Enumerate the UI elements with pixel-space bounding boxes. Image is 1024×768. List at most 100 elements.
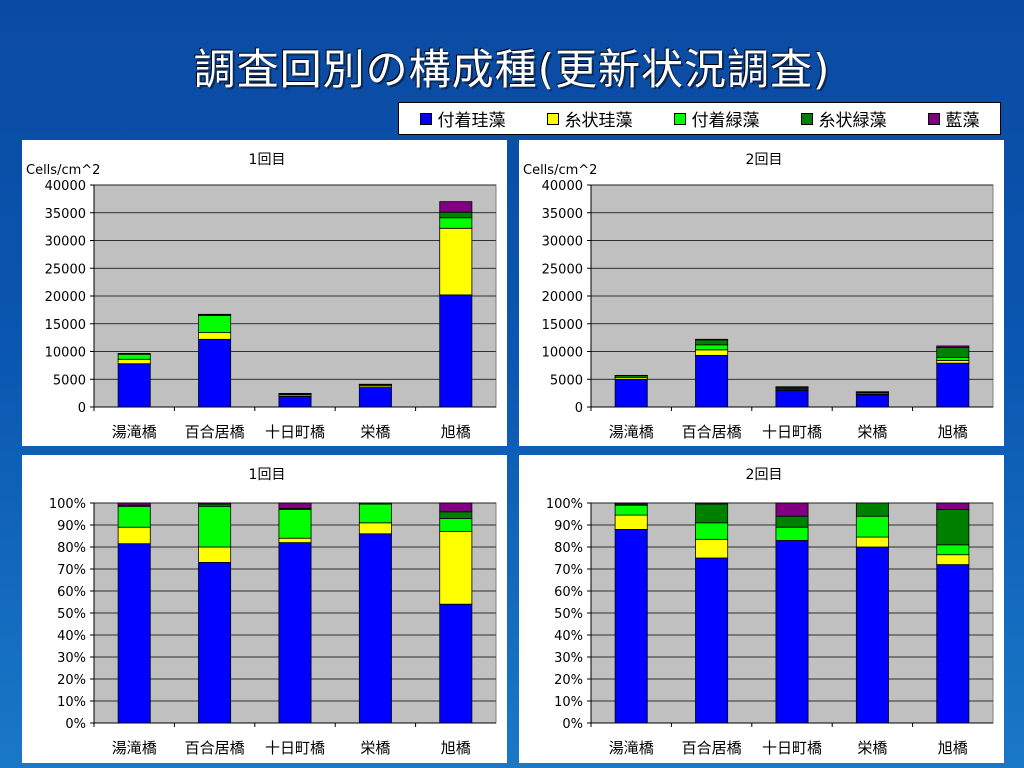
percent-chart-round1: 1回目 0% 10% 20% 30% 40% 50% 60% 70% 80% 90% 100% 湯滝橋 百…	[49, 467, 497, 757]
percent-chart-round2: 2回目 0% 10% 20% 30% 40% 50% 60% 70% 80% 90% 100% 湯滝橋 百…	[546, 467, 994, 757]
y-tick-label: 100%	[546, 497, 583, 512]
chart-panel-percent-round1: 1回目 0% 10% 20% 30% 40% 50% 60% 70% 80% 90% 100% 湯滝橋 百…	[22, 455, 507, 763]
bar-segment	[198, 315, 232, 334]
x-tick-label: 百合居橋	[682, 423, 742, 441]
bar-segment	[278, 537, 312, 543]
bar-segment	[439, 531, 473, 605]
bar-segment	[936, 362, 970, 408]
bar-segment	[117, 526, 151, 545]
bar-segment	[695, 354, 729, 408]
legend-item: 藍藻	[927, 106, 980, 131]
bar-segment	[695, 522, 729, 540]
bar-segment	[775, 515, 809, 528]
bar-segment	[198, 338, 232, 408]
bar-segment	[695, 338, 729, 341]
y-tick-label: 50%	[554, 607, 583, 622]
bar-segment	[614, 514, 648, 530]
bar-segment	[775, 502, 809, 517]
x-tick-label: 十日町橋	[762, 423, 822, 441]
legend-label: 付着珪藻	[437, 111, 506, 131]
bar-segment	[117, 353, 151, 355]
bar-segment	[936, 554, 970, 565]
bar-segment	[439, 511, 473, 519]
x-tick-label: 百合居橋	[185, 739, 245, 757]
bar-segment	[775, 386, 809, 389]
bar-segment	[198, 562, 232, 724]
legend-swatch	[927, 112, 940, 125]
bar-segment	[439, 603, 473, 724]
bar-segment	[775, 526, 809, 541]
y-tick-label: 10000	[542, 346, 583, 361]
y-tick-label: 40000	[542, 179, 583, 194]
y-tick-label: 30000	[542, 235, 583, 250]
legend-swatch	[673, 112, 686, 125]
legend-item: 付着緑藻	[673, 106, 760, 131]
y-tick-label: 35000	[542, 207, 583, 222]
bar-segment	[278, 509, 312, 539]
x-tick-label: 栄橋	[857, 423, 887, 441]
chart-panel-percent-round2: 2回目 0% 10% 20% 30% 40% 50% 60% 70% 80% 90% 100% 湯滝橋 百…	[519, 455, 1004, 763]
bar-segment	[695, 538, 729, 559]
chart-title: 1回目	[249, 152, 286, 168]
bar-segment	[695, 503, 729, 524]
y-tick-label: 40000	[45, 179, 86, 194]
bar-segment	[936, 357, 970, 361]
x-tick-label: 百合居橋	[682, 739, 742, 757]
bar-segment	[695, 344, 729, 351]
bar-segment	[855, 515, 889, 538]
bar-segment	[198, 332, 232, 340]
bar-segment	[439, 227, 473, 296]
count-chart-round1: 1回目 Cells/cm^2 0 5000 10000 15000 20000 25000 30…	[26, 152, 497, 441]
y-tick-label: 80%	[57, 541, 86, 556]
bar-segment	[936, 359, 970, 364]
bar-segment	[117, 363, 151, 408]
chart-legend: 付着珪藻 糸状珪藻 付着緑藻 糸状緑藻 藍藻	[398, 102, 1001, 135]
y-tick-label: 25000	[542, 262, 583, 277]
bar-segment	[117, 353, 151, 360]
chart-title: 1回目	[249, 467, 286, 483]
bar-segment	[198, 505, 232, 548]
y-tick-label: 0	[78, 401, 86, 416]
bar-segment	[695, 349, 729, 356]
x-tick-label: 十日町橋	[762, 739, 822, 757]
legend-label: 付着緑藻	[691, 111, 760, 131]
y-tick-label: 35000	[45, 207, 86, 222]
y-tick-label: 30%	[554, 651, 583, 666]
y-tick-label: 10%	[57, 695, 86, 710]
bar-segment	[358, 502, 392, 505]
x-tick-label: 栄橋	[360, 739, 390, 757]
bar-segment	[198, 546, 232, 563]
bar-segment	[439, 518, 473, 533]
bar-segment	[936, 345, 970, 349]
bar-segment	[936, 509, 970, 546]
legend-item: 糸状珪藻	[546, 106, 633, 131]
bar-segment	[117, 505, 151, 528]
bar-segment	[117, 543, 151, 724]
bar-segment	[855, 394, 889, 408]
x-tick-label: 十日町橋	[265, 423, 325, 441]
chart-title: 2回目	[746, 152, 783, 168]
y-tick-label: 25000	[45, 262, 86, 277]
x-tick-label: 湯滝橋	[112, 739, 157, 757]
y-tick-label: 60%	[57, 585, 86, 600]
bar-segment	[855, 536, 889, 548]
x-tick-label: 湯滝橋	[112, 423, 157, 441]
bar-segment	[439, 502, 473, 513]
legend-label: 糸状緑藻	[818, 111, 887, 131]
y-tick-label: 100%	[49, 497, 86, 512]
bar-segment	[855, 502, 889, 517]
y-tick-label: 0%	[562, 717, 583, 732]
bar-segment	[439, 201, 473, 213]
bar-segment	[117, 358, 151, 365]
y-tick-label: 0	[575, 401, 583, 416]
chart-title: 2回目	[746, 467, 783, 483]
bar-segment	[614, 504, 648, 516]
bar-segment	[278, 396, 312, 408]
bar-segment	[936, 564, 970, 724]
slide-title: 調査回別の構成種(更新状況調査)	[193, 45, 831, 94]
bar-segment	[936, 347, 970, 359]
x-tick-label: 旭橋	[441, 423, 471, 441]
bar-segment	[278, 502, 312, 509]
y-tick-label: 40%	[57, 629, 86, 644]
bar-segment	[695, 339, 729, 346]
